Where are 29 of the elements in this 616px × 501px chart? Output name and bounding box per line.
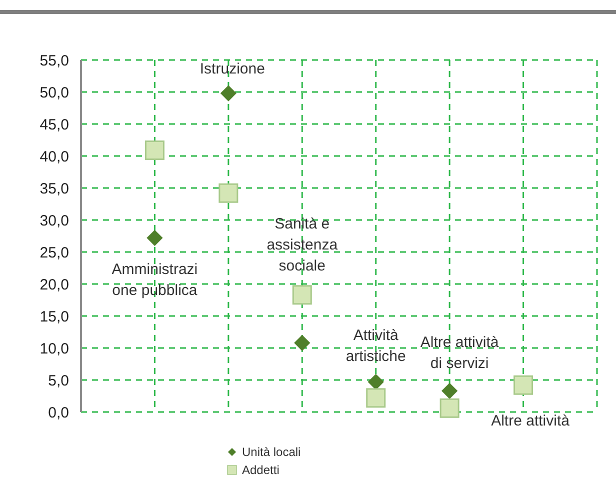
point: [442, 382, 458, 399]
annotation: Sanità e assistenza sociale: [266, 215, 338, 274]
y-tick-label: 10,0: [40, 340, 69, 358]
y-tick-label: 0,0: [48, 404, 69, 422]
annotation: Altre attività di servizi: [420, 334, 500, 372]
point: [218, 183, 238, 203]
y-tick-label: 5,0: [48, 372, 69, 390]
point: [144, 140, 164, 160]
text: Altre attività: [491, 412, 570, 430]
annotation: Attività artistiche: [346, 326, 406, 365]
legend-label: Unità locali: [242, 445, 301, 460]
y-tick-label: 40,0: [40, 148, 69, 166]
point: [292, 285, 312, 305]
legend-label: Addetti: [242, 463, 280, 478]
y-tick-label: 15,0: [40, 308, 69, 326]
y-tick-label: 30,0: [40, 212, 69, 230]
point: [368, 374, 384, 390]
y-tick-label: 35,0: [40, 180, 69, 198]
y-tick-label: 25,0: [40, 244, 69, 262]
y-tick-label: 20,0: [40, 276, 69, 294]
annotation: Istruzione: [200, 60, 265, 78]
point: [294, 334, 310, 351]
y-tick-label: 55,0: [40, 52, 69, 70]
point: [366, 388, 386, 408]
y-tick-label: 50,0: [40, 84, 69, 102]
point: [514, 375, 534, 395]
y-tick-label: 45,0: [40, 116, 69, 134]
annotation: Amministrazi one pubblica: [112, 260, 198, 299]
point: [440, 398, 460, 418]
